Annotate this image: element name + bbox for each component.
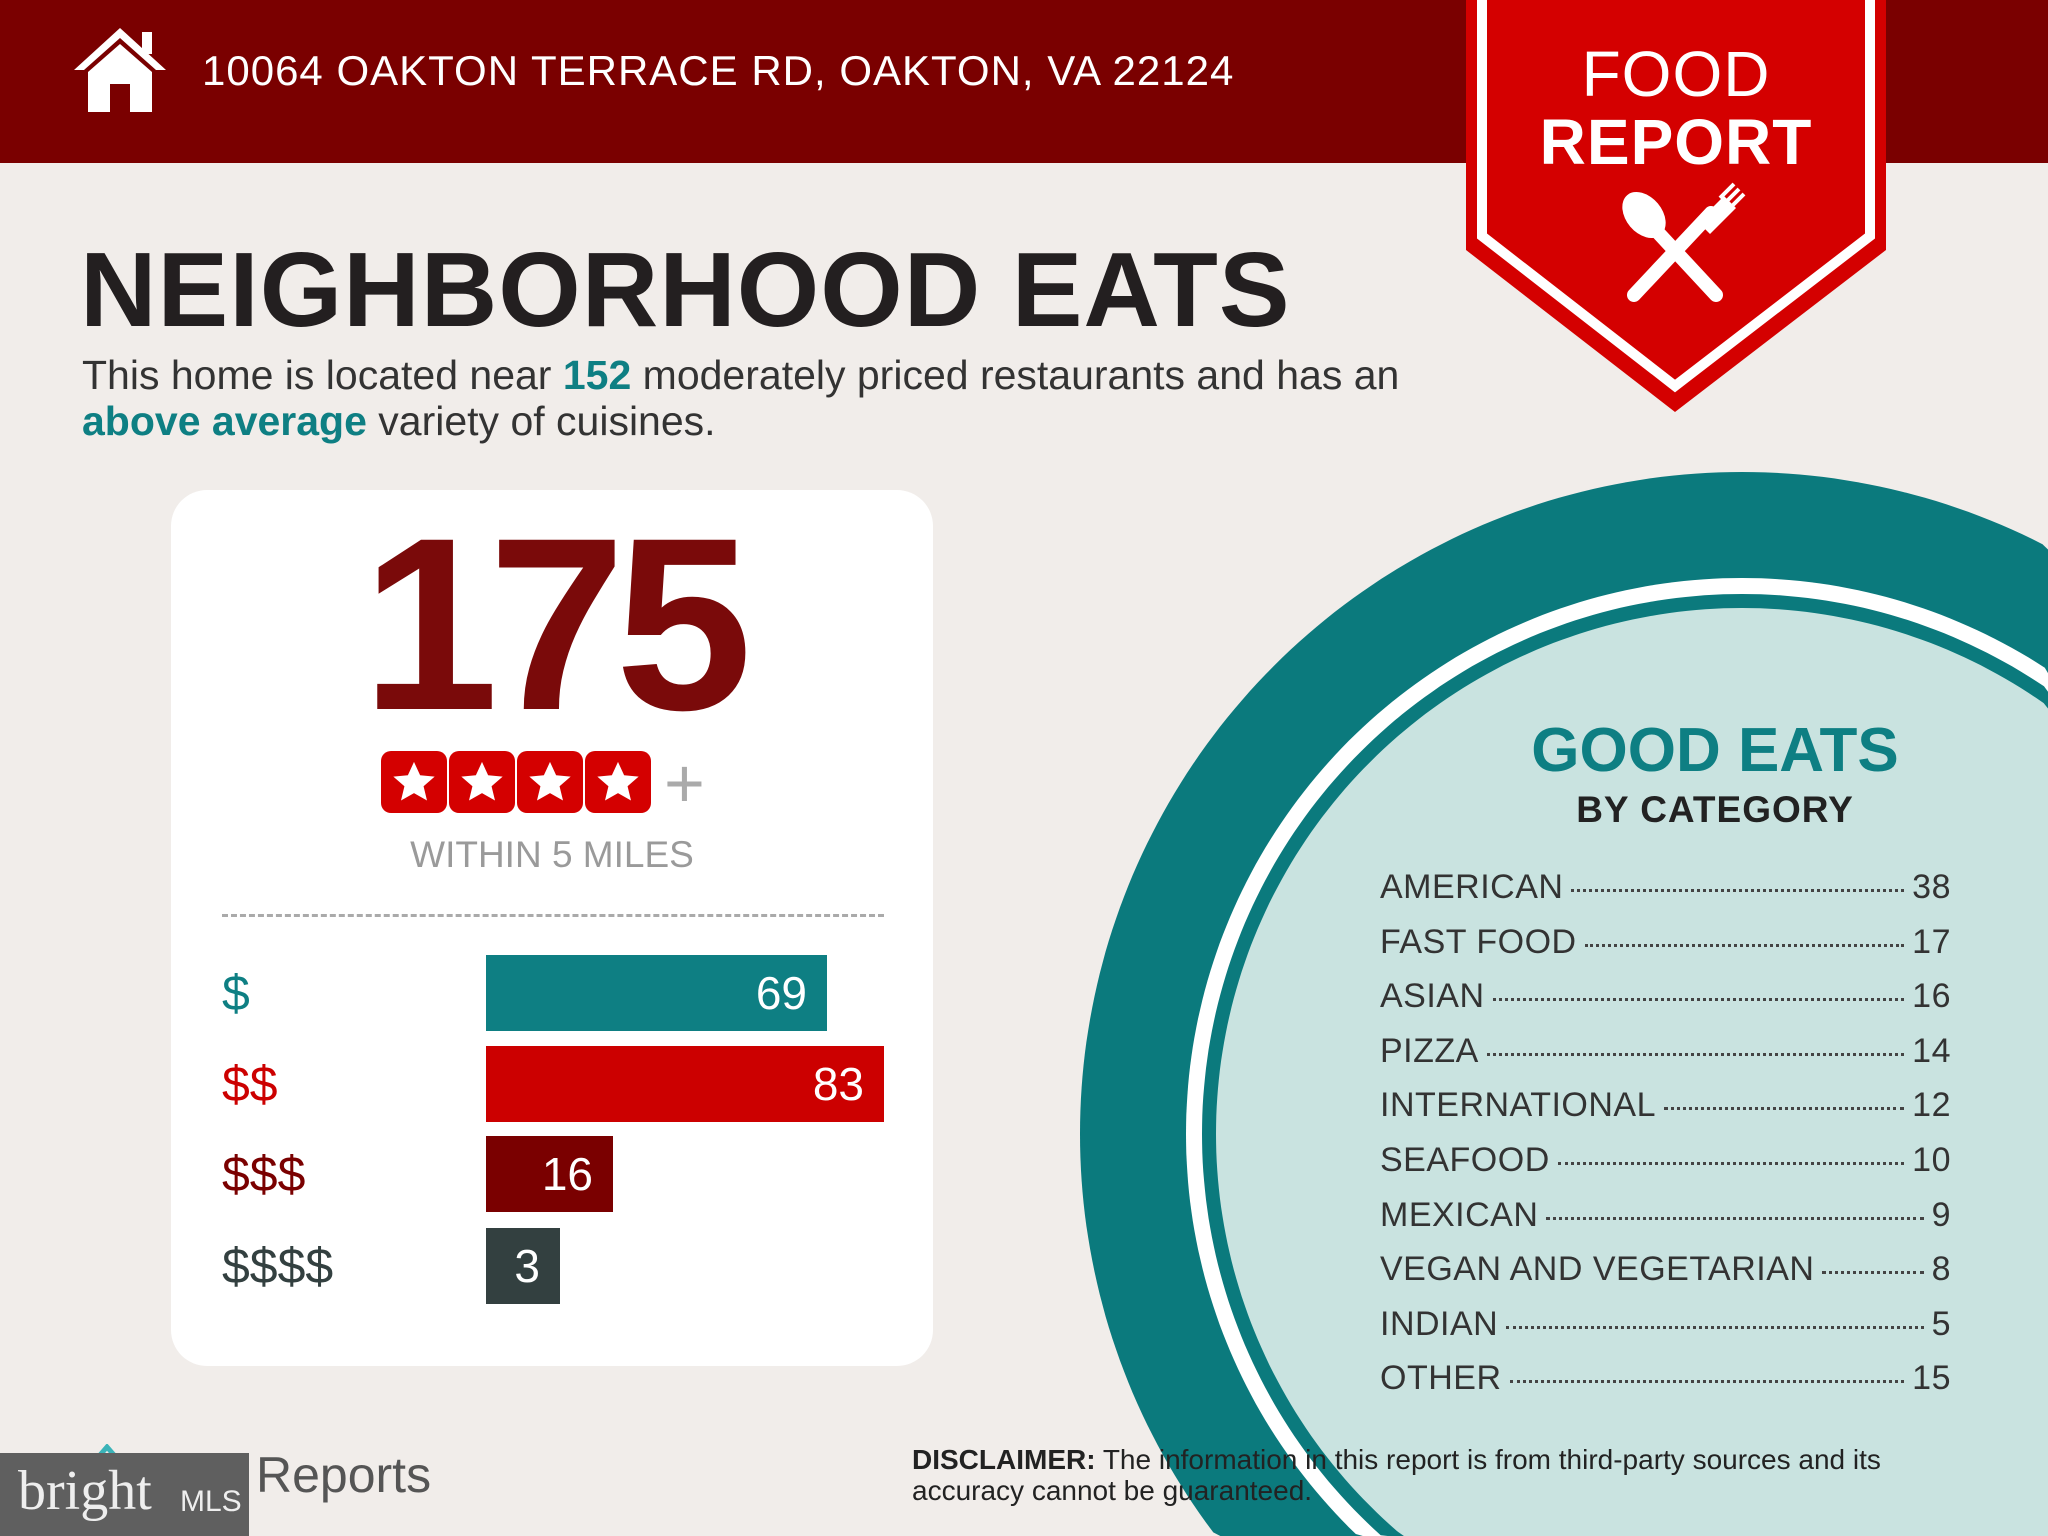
banner-line-1: FOOD bbox=[1581, 38, 1771, 110]
category-row: SEAFOOD 10 bbox=[1380, 1133, 1951, 1188]
category-name: AMERICAN bbox=[1380, 868, 1564, 906]
dot-leader bbox=[1506, 1325, 1924, 1329]
disclaimer-label: DISCLAIMER: bbox=[912, 1444, 1096, 1475]
category-row: INTERNATIONAL 12 bbox=[1380, 1078, 1951, 1133]
disclaimer: DISCLAIMER: The information in this repo… bbox=[912, 1444, 1972, 1506]
food-report-banner bbox=[1466, 0, 1886, 412]
category-row: OTHER 15 bbox=[1380, 1351, 1951, 1406]
price-tier-label: $$ bbox=[222, 1056, 278, 1112]
price-tier-bar: 16 bbox=[486, 1136, 613, 1212]
price-tier-bar: 83 bbox=[486, 1046, 884, 1122]
dot-leader bbox=[1571, 889, 1905, 892]
price-tier-label: $$$$ bbox=[222, 1238, 334, 1294]
good-eats-subtitle: BY CATEGORY bbox=[1576, 789, 1854, 830]
intro-text: This home is located near 152 moderately… bbox=[82, 352, 1462, 444]
star-icon bbox=[381, 751, 447, 813]
good-eats-title: GOOD EATS bbox=[1531, 716, 1899, 785]
price-tier-bar: 69 bbox=[486, 955, 827, 1031]
dot-leader bbox=[1822, 1271, 1924, 1275]
category-count: 14 bbox=[1912, 1031, 1951, 1070]
star-icon bbox=[585, 751, 651, 813]
plate-center bbox=[1216, 608, 2048, 1536]
category-name: FAST FOOD bbox=[1380, 922, 1577, 961]
dot-leader bbox=[1584, 943, 1905, 947]
star-rating bbox=[381, 751, 651, 813]
dot-leader bbox=[1546, 1216, 1924, 1220]
category-name: ASIAN bbox=[1380, 977, 1485, 1016]
category-row: VEGAN AND VEGETARIAN 8 bbox=[1380, 1242, 1951, 1297]
variety-rating: above average bbox=[82, 398, 367, 444]
intro-part: variety of cuisines. bbox=[366, 398, 716, 444]
category-name: PIZZA bbox=[1380, 1031, 1479, 1070]
property-address: 10064 OAKTON TERRACE RD, OAKTON, VA 2212… bbox=[202, 47, 1235, 94]
summary-card bbox=[171, 490, 933, 1366]
distance-label: WITHIN 5 MILES bbox=[410, 834, 694, 875]
category-list: AMERICAN 38 FAST FOOD 17 ASIAN 16 PIZZA 14 INTER… bbox=[1380, 860, 1951, 1406]
category-count: 8 bbox=[1931, 1250, 1951, 1289]
category-name: MEXICAN bbox=[1380, 1195, 1539, 1234]
dot-leader bbox=[1492, 998, 1905, 1002]
category-count: 16 bbox=[1912, 977, 1951, 1016]
category-name: INDIAN bbox=[1380, 1304, 1499, 1343]
category-count: 15 bbox=[1912, 1359, 1951, 1398]
price-tier-label: $ bbox=[222, 965, 250, 1021]
category-count: 10 bbox=[1912, 1140, 1951, 1179]
dot-leader bbox=[1664, 1107, 1905, 1111]
category-row: INDIAN 5 bbox=[1380, 1297, 1951, 1352]
category-count: 38 bbox=[1912, 868, 1951, 906]
category-count: 12 bbox=[1912, 1086, 1951, 1125]
intro-part: moderately priced restaurants and has an bbox=[631, 352, 1400, 398]
category-row: PIZZA 14 bbox=[1380, 1024, 1951, 1079]
price-tier-label: $$$ bbox=[222, 1146, 306, 1202]
category-count: 9 bbox=[1931, 1195, 1951, 1234]
page-title: NEIGHBORHOOD EATS bbox=[80, 231, 1291, 349]
category-count: 17 bbox=[1912, 922, 1951, 961]
star-icon bbox=[517, 751, 583, 813]
star-icon bbox=[449, 751, 515, 813]
category-count: 5 bbox=[1931, 1304, 1951, 1343]
dot-leader bbox=[1557, 1161, 1905, 1165]
category-row: ASIAN 16 bbox=[1380, 969, 1951, 1024]
reports-logo-text: Reports bbox=[256, 1447, 432, 1503]
category-name: INTERNATIONAL bbox=[1380, 1086, 1657, 1125]
restaurant-count: 152 bbox=[562, 352, 632, 398]
dot-leader bbox=[1509, 1380, 1905, 1384]
category-name: OTHER bbox=[1380, 1359, 1502, 1398]
intro-part: This home is located near bbox=[82, 352, 563, 398]
category-row: AMERICAN 38 bbox=[1380, 860, 1951, 915]
bright-mls-logo: bright MLS bbox=[0, 1453, 249, 1536]
dot-leader bbox=[1486, 1052, 1905, 1056]
divider bbox=[222, 914, 884, 917]
plus-icon: + bbox=[664, 744, 705, 822]
total-restaurants: 175 bbox=[361, 487, 752, 762]
banner-line-2: REPORT bbox=[1539, 106, 1813, 178]
mls-logo-suffix: MLS bbox=[180, 1485, 242, 1518]
spoon-fork-icon bbox=[1622, 182, 1746, 302]
category-name: VEGAN AND VEGETARIAN bbox=[1380, 1250, 1815, 1289]
price-tier-bar: 3 bbox=[486, 1228, 560, 1304]
home-icon bbox=[74, 28, 166, 112]
disclaimer-text: The information in this report is from t… bbox=[912, 1444, 1881, 1506]
category-row: MEXICAN 9 bbox=[1380, 1188, 1951, 1243]
mls-logo-word: bright bbox=[18, 1460, 152, 1522]
category-row: FAST FOOD 17 bbox=[1380, 915, 1951, 970]
category-name: SEAFOOD bbox=[1380, 1140, 1550, 1179]
